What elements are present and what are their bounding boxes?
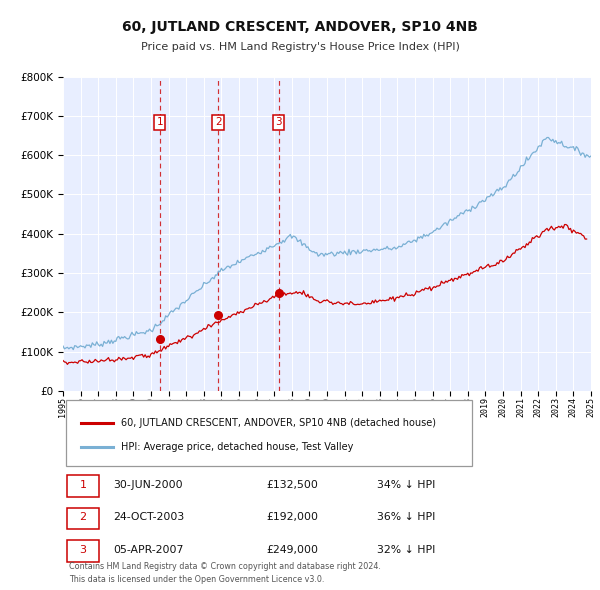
Text: 32% ↓ HPI: 32% ↓ HPI [377, 545, 436, 555]
Text: Price paid vs. HM Land Registry's House Price Index (HPI): Price paid vs. HM Land Registry's House … [140, 42, 460, 52]
Text: Contains HM Land Registry data © Crown copyright and database right 2024.: Contains HM Land Registry data © Crown c… [70, 562, 381, 571]
Text: 30-JUN-2000: 30-JUN-2000 [113, 480, 183, 490]
Text: This data is licensed under the Open Government Licence v3.0.: This data is licensed under the Open Gov… [70, 575, 325, 584]
Text: 3: 3 [275, 117, 282, 127]
Text: 2: 2 [215, 117, 221, 127]
Text: £132,500: £132,500 [266, 480, 318, 490]
Text: 1: 1 [157, 117, 163, 127]
FancyBboxPatch shape [67, 540, 100, 562]
Text: 34% ↓ HPI: 34% ↓ HPI [377, 480, 436, 490]
Text: 1: 1 [80, 480, 86, 490]
Text: £249,000: £249,000 [266, 545, 318, 555]
Text: 3: 3 [80, 545, 86, 555]
FancyBboxPatch shape [65, 399, 472, 466]
FancyBboxPatch shape [67, 475, 100, 497]
Text: 60, JUTLAND CRESCENT, ANDOVER, SP10 4NB: 60, JUTLAND CRESCENT, ANDOVER, SP10 4NB [122, 19, 478, 34]
Text: 24-OCT-2003: 24-OCT-2003 [113, 512, 184, 522]
Text: 05-APR-2007: 05-APR-2007 [113, 545, 184, 555]
Text: 36% ↓ HPI: 36% ↓ HPI [377, 512, 436, 522]
FancyBboxPatch shape [67, 507, 100, 529]
Text: 60, JUTLAND CRESCENT, ANDOVER, SP10 4NB (detached house): 60, JUTLAND CRESCENT, ANDOVER, SP10 4NB … [121, 418, 436, 428]
Text: £192,000: £192,000 [266, 512, 318, 522]
Text: HPI: Average price, detached house, Test Valley: HPI: Average price, detached house, Test… [121, 442, 353, 452]
Text: 2: 2 [80, 512, 86, 522]
